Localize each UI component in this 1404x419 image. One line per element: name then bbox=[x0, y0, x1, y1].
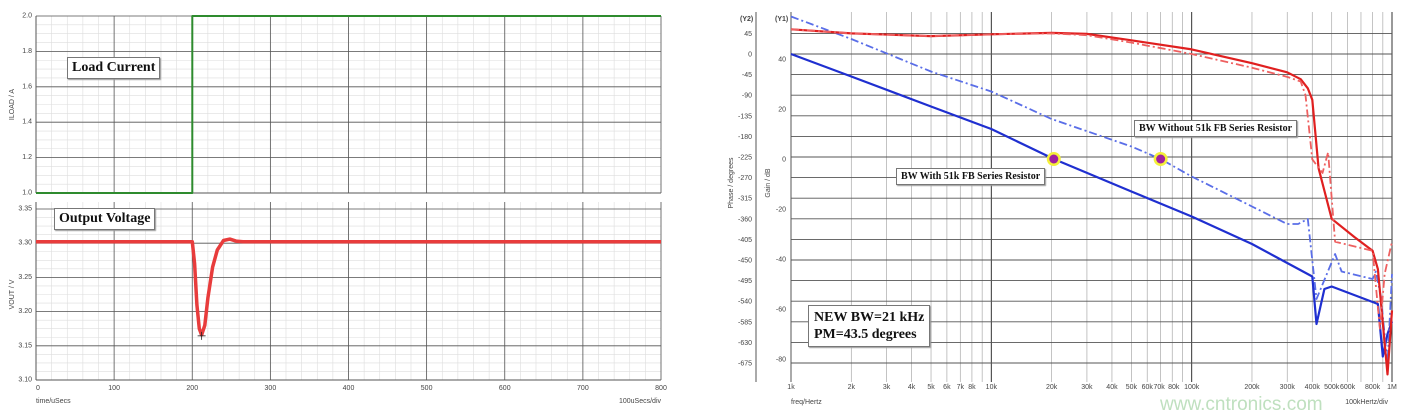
x-tick-label: 400 bbox=[343, 385, 355, 392]
x-axis-label: time/uSecs bbox=[36, 398, 71, 405]
gain-dashdot-series bbox=[790, 15, 1393, 365]
y-tick-label: 3.15 bbox=[18, 342, 32, 349]
y2-tick-label: -135 bbox=[738, 113, 752, 120]
y2-tick-label: -270 bbox=[738, 175, 752, 182]
y-tick-label: 3.25 bbox=[18, 274, 32, 281]
y-tick-label: 1.0 bbox=[22, 190, 32, 197]
crossover-marker bbox=[1156, 154, 1166, 164]
x-tick-label: 300 bbox=[265, 385, 277, 392]
x-axis-scale-label: 100kHertz/div bbox=[1345, 399, 1388, 406]
annotation-pm: PM=43.5 degrees bbox=[814, 327, 917, 342]
x-tick-label: 70k bbox=[1153, 384, 1165, 391]
x-tick-label: 60k bbox=[1142, 384, 1154, 391]
annotation-bw-pm: NEW BW=21 kHz PM=43.5 degrees bbox=[808, 305, 931, 347]
x-tick-label: 0 bbox=[36, 385, 40, 392]
x-tick-label: 50k bbox=[1126, 384, 1138, 391]
y2-tick-label: -225 bbox=[738, 155, 752, 162]
gain-solid-series bbox=[790, 52, 1394, 358]
y1-tick-label: 0 bbox=[782, 157, 786, 164]
x-tick-label: 5k bbox=[927, 384, 935, 391]
x-tick-label: 500k bbox=[1324, 384, 1340, 391]
y-axis-label: VOUT / V bbox=[9, 279, 16, 309]
y1-tick-label: -20 bbox=[776, 207, 786, 214]
x-axis-label: freq/Hertz bbox=[791, 399, 822, 406]
y1-tick-label: -80 bbox=[776, 357, 786, 364]
x-tick-label: 6k bbox=[943, 384, 951, 391]
phase-dashdot-series bbox=[790, 28, 1393, 330]
x-tick-label: 200 bbox=[186, 385, 198, 392]
x-tick-label: 4k bbox=[908, 384, 916, 391]
y-tick-label: 1.8 bbox=[22, 48, 32, 55]
y2-tick-label: -90 bbox=[742, 93, 752, 100]
y1-tick-label: 20 bbox=[778, 107, 786, 114]
x-tick-label: 10k bbox=[986, 384, 998, 391]
y2-tick-label: -585 bbox=[738, 319, 752, 326]
crossover-marker bbox=[1049, 154, 1059, 164]
x-tick-label: 600 bbox=[499, 385, 511, 392]
x-tick-label: 30k bbox=[1081, 384, 1093, 391]
y1-tick-label: -60 bbox=[776, 307, 786, 314]
y1-tick-label: -40 bbox=[776, 257, 786, 264]
x-axis-scale-label: 100uSecs/div bbox=[619, 398, 662, 405]
y1-axis-label: Gain / dB bbox=[765, 168, 772, 198]
y-tick-label: 3.30 bbox=[18, 240, 32, 247]
x-tick-label: 40k bbox=[1106, 384, 1118, 391]
x-tick-label: 20k bbox=[1046, 384, 1058, 391]
x-tick-label: 8k bbox=[968, 384, 976, 391]
annotation-bw-without: BW Without 51k FB Series Resistor bbox=[1134, 120, 1298, 137]
vout-series bbox=[36, 237, 661, 337]
x-tick-label: 7k bbox=[957, 384, 965, 391]
watermark: www.cntronics.com bbox=[1160, 394, 1323, 415]
y2-tick-label: -540 bbox=[738, 299, 752, 306]
x-tick-label: 3k bbox=[883, 384, 891, 391]
iload-series bbox=[36, 15, 661, 194]
y2-tick-label: -360 bbox=[738, 216, 752, 223]
y2-tick-label: -675 bbox=[738, 361, 752, 368]
y-tick-label: 3.20 bbox=[18, 308, 32, 315]
x-tick-label: 1k bbox=[787, 384, 795, 391]
y2-tick-label: -450 bbox=[738, 258, 752, 265]
y2-tick-label: -630 bbox=[738, 340, 752, 347]
y2-tick-label: -315 bbox=[738, 196, 752, 203]
y2-axis-tag: (Y2) bbox=[740, 16, 753, 23]
annotation-bw-with: BW With 51k FB Series Resistor bbox=[896, 168, 1046, 185]
x-tick-label: 500 bbox=[421, 385, 433, 392]
annotation-bw: NEW BW=21 kHz bbox=[814, 310, 925, 325]
y2-tick-label: -45 bbox=[742, 72, 752, 79]
x-tick-label: 2k bbox=[848, 384, 856, 391]
y2-tick-label: -495 bbox=[738, 278, 752, 285]
y-tick-label: 2.0 bbox=[22, 13, 32, 20]
y1-axis-tag: (Y1) bbox=[775, 16, 788, 23]
annotation-load-current: Load Current bbox=[67, 57, 161, 79]
x-tick-label: 200k bbox=[1244, 384, 1260, 391]
y-tick-label: 3.35 bbox=[18, 206, 32, 213]
x-tick-label: 1M bbox=[1387, 384, 1397, 391]
y-axis-label: ILOAD / A bbox=[9, 89, 16, 120]
x-tick-label: 80k bbox=[1168, 384, 1180, 391]
y2-tick-label: -405 bbox=[738, 237, 752, 244]
y2-tick-label: 45 bbox=[744, 31, 752, 38]
y-tick-label: 1.2 bbox=[22, 154, 32, 161]
x-tick-label: 100k bbox=[1184, 384, 1200, 391]
x-tick-label: 800 bbox=[655, 385, 667, 392]
y-tick-label: 1.4 bbox=[22, 119, 32, 126]
y2-tick-label: 0 bbox=[748, 52, 752, 59]
x-tick-label: 700 bbox=[577, 385, 589, 392]
x-tick-label: 800k bbox=[1365, 384, 1381, 391]
y1-tick-label: 40 bbox=[778, 57, 786, 64]
y2-tick-label: -180 bbox=[738, 134, 752, 141]
x-tick-label: 100 bbox=[108, 385, 120, 392]
x-tick-label: 600k bbox=[1340, 384, 1356, 391]
x-tick-label: 400k bbox=[1305, 384, 1321, 391]
y-tick-label: 3.10 bbox=[18, 377, 32, 384]
x-tick-label: 300k bbox=[1280, 384, 1296, 391]
y-tick-label: 1.6 bbox=[22, 83, 32, 90]
y2-axis-label: Phase / degrees bbox=[728, 157, 735, 208]
annotation-output-voltage: Output Voltage bbox=[54, 208, 156, 230]
